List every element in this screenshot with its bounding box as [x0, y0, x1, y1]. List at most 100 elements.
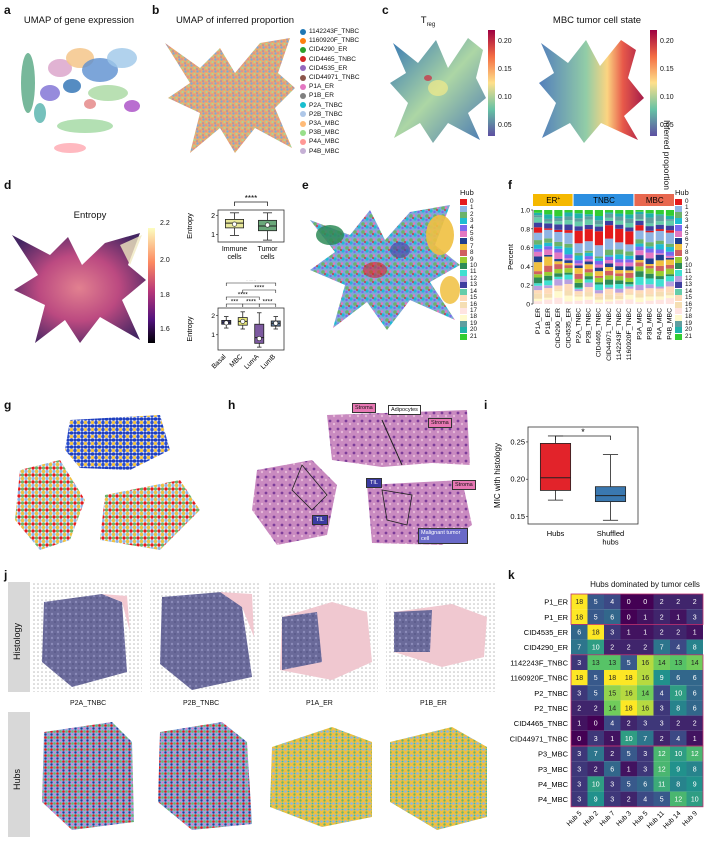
hub-label: 21	[685, 332, 693, 340]
heatmap-cell	[587, 654, 604, 670]
heatmap-value: 7	[643, 736, 647, 743]
bar-segment-hub-6	[574, 265, 583, 269]
hub-legend-item: 17	[460, 307, 500, 315]
heatmap-value: 10	[691, 797, 699, 804]
bar-segment-hub-15	[574, 291, 583, 295]
heatmap-value: 1	[627, 766, 631, 773]
plot-frame	[527, 426, 639, 525]
heatmap-cell	[620, 791, 637, 807]
bar-segment-hub-18	[645, 296, 654, 301]
bar-segment-hub-9	[554, 268, 563, 274]
bar-P1B_ER	[544, 210, 553, 304]
hub-legend-item: 12	[460, 275, 500, 283]
y-tick-label: 0.2	[521, 283, 531, 290]
heatmap-value: 0	[627, 614, 631, 621]
bar-segment-hub-6	[635, 255, 644, 261]
bar-segment-hub-8	[645, 265, 654, 269]
bar-segment-hub-0	[564, 230, 573, 233]
group-header-mbc	[634, 194, 674, 206]
y-axis-label: MIC with histology	[493, 443, 502, 508]
category-label: Shuffled hubs	[597, 529, 624, 547]
hub-legend-e: Hub 0 1 2 3 4 5 6 7 8 9 10 11 12 13 14 15 16 17 18 19 20 21	[460, 188, 500, 340]
heatmap-cell	[637, 685, 654, 701]
heatmap-value: 15	[608, 690, 616, 697]
hub-legend-item: 10	[460, 262, 500, 270]
x-tick-label: P3A_MBC	[636, 308, 643, 340]
bar-segment-hub-6	[665, 257, 674, 260]
heatmap-cell	[571, 791, 588, 807]
bar-segment-hub-3	[605, 255, 614, 257]
bar-segment-hub-10	[564, 272, 573, 275]
hub-label: 9	[470, 255, 474, 263]
bar-segment-hub-3	[584, 252, 593, 257]
umap-entropy	[12, 233, 146, 343]
bar-P3B_MBC	[645, 210, 654, 304]
hub-legend-item: 13	[675, 281, 720, 289]
hub-legend-item: 2	[675, 211, 720, 219]
legend-item: 1142243F_TNBC	[300, 28, 359, 35]
sig-label: ****	[246, 280, 257, 285]
heatmap-col-label: Hub 2	[582, 810, 600, 828]
bar-segment-hub-13	[625, 227, 634, 232]
bar-segment-hub-16	[635, 293, 644, 298]
bar-segment-hub-20	[625, 214, 634, 219]
heatmap-value: 2	[627, 797, 631, 804]
heatmap-cell	[604, 730, 621, 746]
bar-segment-hub-4	[625, 259, 634, 263]
bar-segment-hub-3	[544, 242, 553, 247]
sig-label: ***	[231, 299, 239, 306]
heatmap-cell	[571, 639, 588, 655]
bar-segment-hub-12	[544, 285, 553, 289]
hub-label: 10	[470, 262, 478, 270]
heatmap-cell	[571, 594, 588, 610]
colorbar-c-right	[650, 30, 657, 136]
sig-bracket	[234, 201, 268, 206]
bar-segment-hub-4	[645, 248, 654, 253]
bar-segment-hub-12	[534, 285, 543, 291]
heatmap-value: 12	[658, 766, 666, 773]
heatmap-value: 4	[660, 690, 664, 697]
bar-segment-hub-9	[645, 268, 654, 274]
mean-marker	[223, 320, 229, 326]
heatmap-cell	[571, 730, 588, 746]
bar-segment-hub-13	[645, 226, 654, 231]
heatmap-cell	[620, 715, 637, 731]
bar-segment-hub-5	[534, 251, 543, 257]
heatmap-value: 3	[577, 766, 581, 773]
heatmap-cell	[587, 761, 604, 777]
heatmap-cell	[686, 746, 703, 762]
group-label: TNBC	[593, 196, 615, 205]
hub-legend-item: 19	[675, 320, 720, 327]
heatmap-value: 16	[641, 706, 649, 713]
bar-segment-hub-2	[625, 251, 634, 256]
legend-swatch	[300, 111, 306, 118]
sig-bracket	[225, 282, 277, 286]
heatmap-cell	[604, 654, 621, 670]
bar-segment-hub-5	[584, 259, 593, 262]
heatmap-value: 1	[676, 614, 680, 621]
heatmap-value: 2	[693, 721, 697, 728]
bar-segment-hub-4	[544, 246, 553, 250]
heatmap-value: 16	[641, 660, 649, 667]
x-tick-label: CID4465_TNBC	[596, 308, 603, 357]
hub-swatch	[675, 212, 682, 219]
heatmap-value: 4	[643, 797, 647, 804]
heatmap-value: 10	[674, 690, 682, 697]
bar-segment-hub-12	[594, 290, 603, 294]
heatmap-row-label: 1142243F_TNBC	[510, 658, 568, 667]
heatmap-value: 10	[625, 736, 633, 743]
legend-item: CID4535_ER	[300, 65, 347, 72]
heatmap-cell	[653, 761, 670, 777]
bar-segment-hub-10	[615, 280, 624, 285]
heatmap-value: 13	[608, 660, 616, 667]
heatmap-value: 6	[643, 782, 647, 789]
legend-item: CID4290_ER	[300, 46, 347, 53]
hub-swatch	[675, 308, 682, 315]
heatmap-cell	[587, 670, 604, 686]
legend-swatch	[300, 129, 306, 136]
bar-segment-hub-1	[564, 232, 573, 244]
bar-segment-hub-0	[655, 229, 664, 231]
sig-bracket	[555, 435, 611, 440]
bar-CID4290_ER	[554, 210, 563, 304]
bar-segment-hub-14	[584, 219, 593, 225]
